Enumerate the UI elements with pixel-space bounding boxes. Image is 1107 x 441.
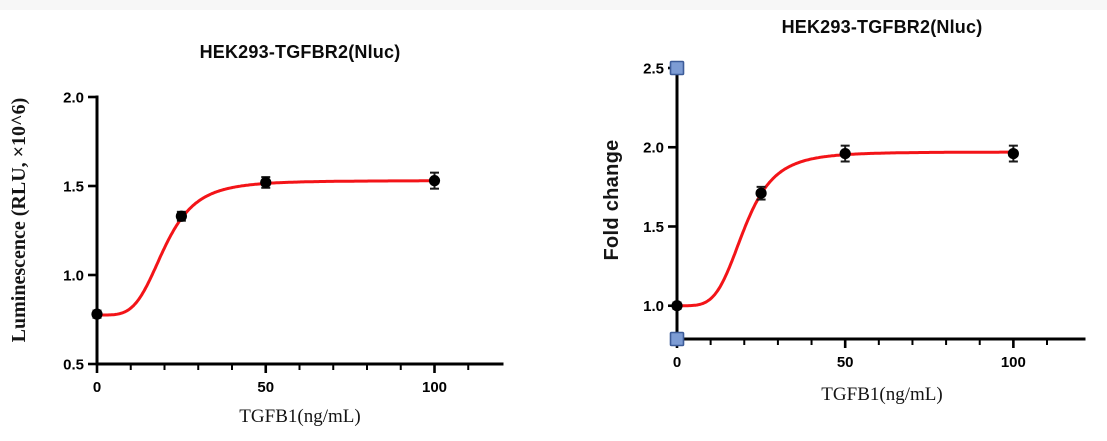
right-chart-title: HEK293-TGFBR2(Nluc) (781, 17, 983, 37)
data-point (755, 187, 767, 199)
x-tick-label: 100 (422, 379, 447, 396)
data-point (1007, 147, 1019, 160)
left-chart-x-axis-label: TGFB1(ng/mL) (239, 406, 361, 427)
y-tick-label: 1.5 (643, 219, 664, 236)
x-tick-label: 0 (673, 354, 681, 371)
right-chart-x-axis-label: TGFB1(ng/mL) (821, 384, 943, 405)
x-tick-label: 50 (837, 354, 854, 371)
y-tick-label: 1.5 (63, 179, 84, 196)
selection-handle (669, 331, 685, 347)
data-point (839, 147, 851, 160)
data-point (428, 175, 441, 187)
y-tick-label: 2.0 (63, 90, 84, 107)
top-edge-band (0, 0, 1107, 10)
selection-handle (669, 60, 685, 76)
left-chart-title: HEK293-TGFBR2(Nluc) (199, 42, 401, 62)
y-tick-label: 1.0 (63, 268, 84, 285)
x-tick-label: 50 (257, 379, 274, 396)
y-tick-label: 1.0 (643, 298, 664, 315)
fit-curve (95, 179, 436, 317)
y-tick-label: 2.0 (643, 140, 664, 157)
y-tick-label: 2.5 (643, 61, 664, 78)
x-tick-label: 100 (1001, 354, 1026, 371)
data-point (671, 300, 683, 312)
chart-1: 0 50 100 0.5 1.0 1.5 2.0 (63, 90, 504, 396)
left-chart-y-axis-label: Luminescence (RLU, ×10^6) (8, 97, 30, 343)
y-tick-label: 0.5 (63, 357, 84, 374)
x-tick-label: 0 (93, 379, 101, 396)
data-point (175, 210, 187, 222)
data-point (260, 176, 272, 189)
fit-curve (675, 150, 1015, 308)
right-chart-y-axis-label: Fold change (601, 139, 623, 261)
chart-2: 0 50 100 1.0 1.5 2.0 2.5 (643, 60, 1086, 371)
data-point (91, 308, 103, 320)
